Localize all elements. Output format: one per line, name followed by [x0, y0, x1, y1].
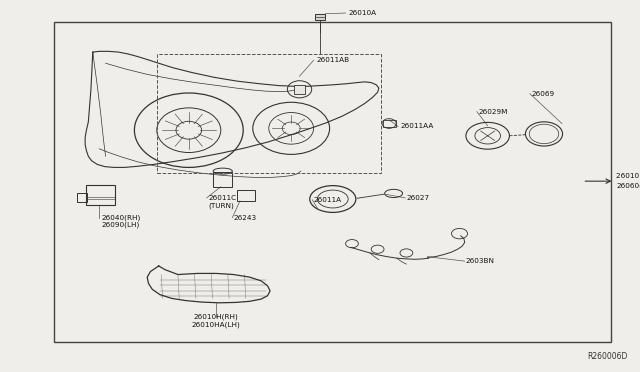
Text: 26011C: 26011C [208, 195, 236, 201]
Text: 26029M: 26029M [479, 109, 508, 115]
Bar [383, 120, 396, 127]
Text: 26010 (RH): 26010 (RH) [616, 172, 640, 179]
Text: 26011AA: 26011AA [400, 124, 433, 129]
Text: (TURN): (TURN) [208, 202, 234, 209]
Text: 26027: 26027 [406, 195, 429, 201]
Text: 26090(LH): 26090(LH) [101, 222, 140, 228]
Bar [237, 190, 255, 201]
Text: 2603BN: 2603BN [466, 258, 495, 264]
Bar [294, 85, 305, 94]
Bar [213, 172, 232, 187]
Bar [86, 185, 115, 205]
Text: 26010HA(LH): 26010HA(LH) [192, 321, 241, 328]
Text: 26011AB: 26011AB [317, 57, 350, 63]
Text: 26243: 26243 [234, 215, 257, 221]
Text: R260006D: R260006D [587, 352, 627, 361]
Text: 26010A: 26010A [349, 10, 377, 16]
Bar [77, 193, 87, 202]
Text: 26060(LH): 26060(LH) [616, 183, 640, 189]
Text: 26069: 26069 [531, 91, 554, 97]
Bar [54, 22, 611, 342]
Bar [157, 54, 381, 173]
Bar [315, 14, 325, 20]
Text: 26011A: 26011A [314, 197, 342, 203]
Text: 26040(RH): 26040(RH) [101, 214, 140, 221]
Text: 26010H(RH): 26010H(RH) [194, 314, 239, 320]
